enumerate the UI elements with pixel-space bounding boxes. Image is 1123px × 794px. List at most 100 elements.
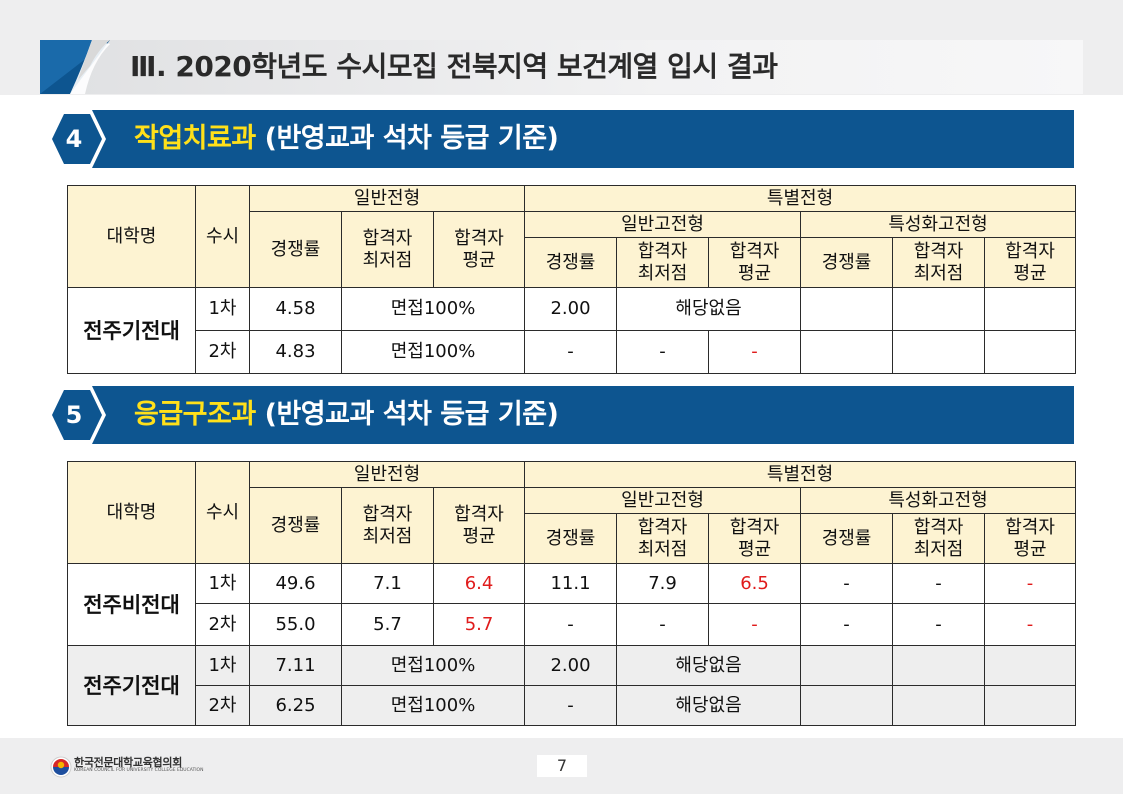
header-avg: 합격자 평균 — [432, 211, 526, 288]
rate-cell: 7.11 — [249, 645, 342, 686]
header-univ: 대학명 — [67, 461, 196, 564]
hexagon-badge-icon — [48, 386, 106, 444]
note-cell: 면접100% — [340, 287, 526, 331]
empty-cell — [892, 330, 986, 374]
min-cell: - — [616, 330, 710, 374]
rate-cell: 6.25 — [249, 685, 342, 726]
empty-cell — [800, 645, 894, 686]
header-special: 특별전형 — [524, 461, 1077, 488]
table-row: 2차 6.25 면접100% - 해당없음 — [68, 685, 1077, 726]
rate-cell: 11.1 — [524, 563, 618, 604]
avg-cell: - — [708, 603, 802, 646]
empty-cell — [800, 287, 894, 331]
rate-cell: 2.00 — [524, 287, 618, 331]
avg-cell: 5.7 — [432, 603, 526, 646]
header-min: 합격자 최저점 — [341, 487, 434, 564]
section-header-band — [64, 110, 1074, 168]
section-title: 응급구조과 (반영교과 석차 등급 기준) — [134, 386, 559, 444]
results-table-occupational-therapy: 대학명 수시 일반전형 특별전형 경쟁률 합격자 최저점 합격자 평균 일반고전… — [67, 185, 1077, 374]
header-special: 특별전형 — [524, 185, 1077, 212]
empty-cell — [984, 287, 1077, 331]
header-rate: 경쟁률 — [524, 237, 618, 288]
header-special-char: 특성화고전형 — [800, 211, 1077, 238]
council-emblem-icon — [50, 756, 72, 778]
table-row: 전주비전대 1차 49.6 7.1 6.4 11.1 7.9 6.5 - - - — [67, 563, 1077, 646]
header-avg: 합격자 평균 — [708, 513, 802, 564]
min-cell: - — [892, 603, 986, 646]
avg-cell: - — [984, 603, 1077, 646]
rate-cell: 55.0 — [249, 603, 342, 646]
university-name: 전주기전대 — [67, 645, 196, 726]
hexagon-badge-icon — [48, 110, 106, 168]
header-rate: 경쟁률 — [800, 513, 894, 564]
section-title: 작업치료과 (반영교과 석차 등급 기준) — [134, 110, 559, 168]
min-cell: 5.7 — [341, 603, 434, 646]
empty-cell — [892, 287, 986, 331]
empty-cell — [984, 330, 1077, 374]
avg-cell: - — [708, 330, 802, 374]
header-rate: 경쟁률 — [524, 513, 618, 564]
table-row: 전주기전대 1차 7.11 면접100% 2.00 해당없음 — [67, 645, 1077, 726]
header-avg: 합격자 평균 — [708, 237, 802, 288]
header-special-general: 일반고전형 — [524, 487, 802, 514]
avg-cell: - — [984, 563, 1077, 604]
empty-cell — [800, 685, 894, 726]
min-cell: - — [616, 603, 710, 646]
empty-cell — [984, 685, 1077, 726]
note-cell: 해당없음 — [616, 287, 802, 331]
min-cell: - — [892, 563, 986, 604]
header-avg: 합격자 평균 — [984, 237, 1077, 288]
organization-subtitle: KOREAN COUNCIL FOR UNIVERSITY COLLEGE ED… — [74, 768, 204, 773]
page-number: 7 — [537, 755, 587, 777]
results-table-emergency-rescue: 대학명 수시 일반전형 특별전형 경쟁률 합격자 최저점 합격자 평균 일반고전… — [67, 461, 1077, 726]
empty-cell — [984, 645, 1077, 686]
note-cell: 해당없음 — [616, 685, 802, 726]
header-univ: 대학명 — [67, 185, 196, 288]
header-special-general: 일반고전형 — [524, 211, 802, 238]
round-cell: 2차 — [195, 603, 250, 646]
rate-cell: - — [524, 330, 618, 374]
department-name: 응급구조과 — [134, 399, 256, 430]
section-subtitle: (반영교과 석차 등급 기준) — [255, 123, 559, 154]
header-avg: 합격자 평균 — [984, 513, 1077, 564]
title-band — [40, 40, 1083, 94]
section-header-band — [64, 386, 1074, 444]
rate-cell: 4.83 — [249, 330, 342, 374]
page-curl-icon — [40, 40, 110, 94]
organization-name: 한국전문대학교육협의회 — [74, 756, 183, 769]
rate-cell: 2.00 — [524, 645, 618, 686]
page-title: Ⅲ. 2020학년도 수시모집 전북지역 보건계열 입시 결과 — [130, 50, 778, 83]
round-cell: 1차 — [195, 287, 250, 331]
table-row: 전주기전대 1차 4.58 면접100% 2.00 해당없음 — [67, 287, 1077, 374]
header-min: 합격자 최저점 — [892, 513, 986, 564]
section-number: 4 — [65, 125, 83, 153]
note-cell: 면접100% — [340, 645, 526, 686]
note-cell: 면접100% — [340, 330, 526, 374]
section-number: 5 — [65, 401, 83, 429]
rate-cell: - — [800, 563, 894, 604]
department-name: 작업치료과 — [134, 123, 256, 154]
avg-cell: 6.4 — [432, 563, 526, 604]
round-cell: 2차 — [195, 330, 250, 374]
header-rate: 경쟁률 — [249, 487, 342, 564]
empty-cell — [800, 330, 894, 374]
header-min: 합격자 최저점 — [892, 237, 986, 288]
rate-cell: - — [524, 603, 618, 646]
header-min: 합격자 최저점 — [341, 211, 434, 288]
note-cell: 해당없음 — [616, 645, 802, 686]
rate-cell: 49.6 — [249, 563, 342, 604]
header-min: 합격자 최저점 — [616, 513, 710, 564]
empty-cell — [892, 685, 986, 726]
avg-cell: 6.5 — [708, 563, 802, 604]
rate-cell: - — [800, 603, 894, 646]
min-cell: 7.1 — [341, 563, 434, 604]
university-name: 전주기전대 — [67, 287, 196, 374]
table-row: 2차 4.83 면접100% - - - — [68, 330, 1077, 374]
round-cell: 2차 — [195, 685, 250, 726]
header-special-char: 특성화고전형 — [800, 487, 1077, 514]
university-name: 전주비전대 — [67, 563, 196, 646]
organization-logo: 한국전문대학교육협의회 KOREAN COUNCIL FOR UNIVERSIT… — [50, 754, 250, 780]
header-rate: 경쟁률 — [249, 211, 342, 288]
min-cell: 7.9 — [616, 563, 710, 604]
note-cell: 면접100% — [340, 685, 526, 726]
